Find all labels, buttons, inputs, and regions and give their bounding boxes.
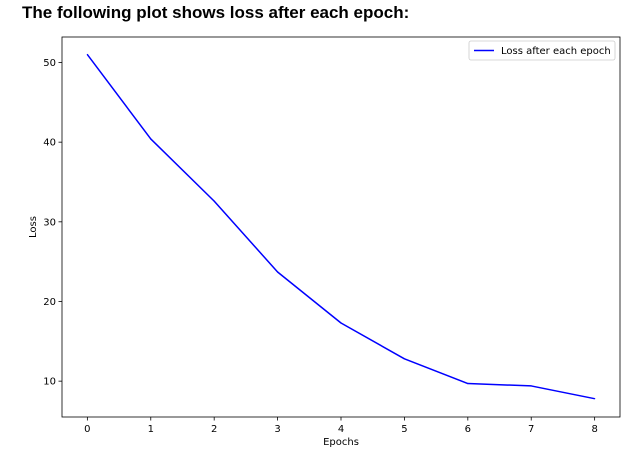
x-tick-label: 1 — [148, 424, 154, 435]
data-point — [86, 53, 88, 56]
legend-box — [468, 40, 616, 61]
y-tick-label: 50 — [43, 58, 56, 69]
x-tick-label: 3 — [274, 424, 280, 435]
y-axis-label: Loss — [28, 216, 39, 238]
data-point — [594, 398, 596, 400]
x-tick-label: 0 — [84, 424, 90, 435]
legend: Loss after each epoch — [468, 40, 616, 61]
data-point — [403, 358, 406, 360]
data-point — [530, 385, 532, 387]
x-axis-label: Epochs — [323, 437, 359, 448]
series-line-0 — [86, 54, 595, 400]
x-tick-label: 8 — [591, 424, 597, 435]
legend-entry-label: Loss after each epoch — [501, 46, 611, 57]
x-tick-label: 7 — [528, 424, 534, 435]
data-point — [276, 271, 279, 273]
data-point — [150, 138, 152, 140]
y-tick-label: 20 — [43, 297, 56, 308]
data-point — [467, 382, 469, 385]
y-axis-ticks: 10 20 30 40 50 — [43, 58, 62, 388]
y-tick-label: 10 — [43, 377, 56, 388]
y-tick-label: 30 — [43, 217, 56, 228]
data-point — [213, 200, 215, 202]
x-tick-label: 5 — [401, 424, 407, 435]
x-tick-label: 2 — [211, 424, 217, 435]
plot-frame — [61, 36, 621, 418]
data-point — [340, 322, 342, 324]
x-tick-label: 4 — [338, 424, 344, 435]
series-layer — [86, 53, 596, 400]
x-axis-ticks: 0 1 2 3 4 5 6 7 8 — [84, 417, 598, 435]
x-tick-label: 6 — [465, 424, 471, 435]
y-tick-label: 40 — [43, 138, 56, 149]
page-heading: The following plot shows loss after each… — [22, 3, 410, 22]
